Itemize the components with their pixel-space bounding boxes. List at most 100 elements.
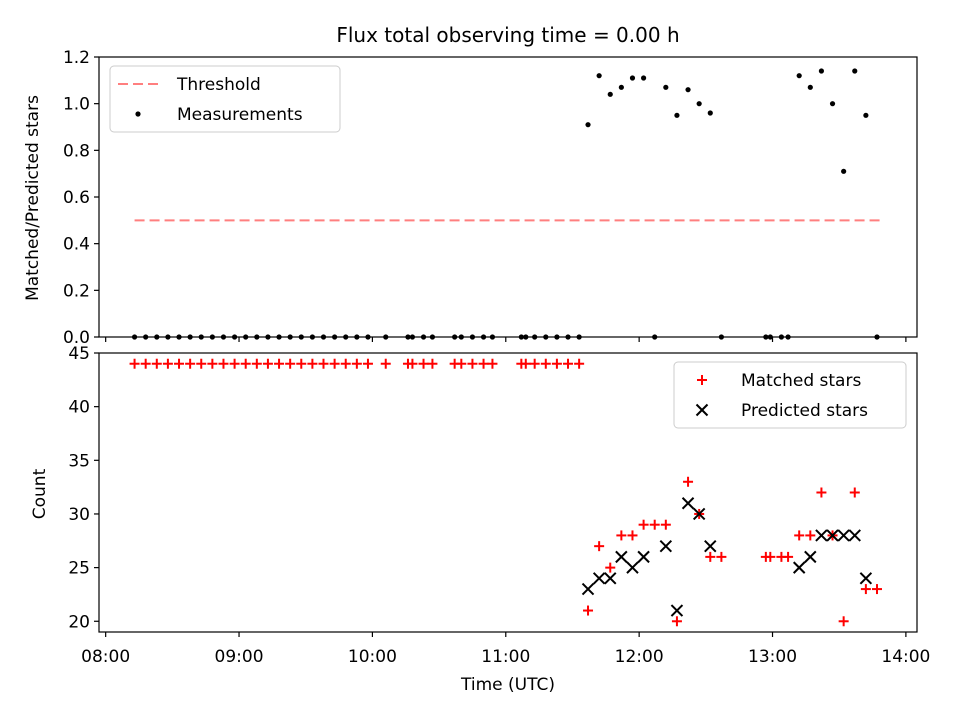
measurement-point xyxy=(532,334,538,340)
matched-star-point xyxy=(218,358,229,369)
bottom-y-tick-label: 20 xyxy=(68,612,90,632)
bottom-series-predicted-stars xyxy=(581,497,873,617)
top-series-measurements xyxy=(131,68,880,340)
predicted-star-point xyxy=(804,550,817,564)
measurement-point xyxy=(685,87,691,93)
measurement-point xyxy=(863,112,869,118)
measurement-point xyxy=(298,334,304,340)
legend-box xyxy=(673,361,907,429)
matched-star-point xyxy=(583,605,594,616)
matched-star-point xyxy=(362,358,373,369)
top-legend: Threshold Measurements xyxy=(109,65,341,133)
bottom-x-tick-label: 08:00 xyxy=(81,647,130,667)
matched-star-point xyxy=(794,530,805,541)
bottom-y-tick-label: 30 xyxy=(68,505,90,525)
measurement-point xyxy=(652,334,658,340)
measurement-point xyxy=(187,334,193,340)
legend-matched-marker xyxy=(697,375,707,385)
bottom-x-axis-label: Time (UTC) xyxy=(460,675,555,695)
bottom-x-tick-label: 14:00 xyxy=(881,647,930,667)
predicted-star-point xyxy=(615,550,628,564)
matched-star-point xyxy=(229,358,240,369)
predicted-star-point xyxy=(837,529,850,542)
top-chart-title: Flux total observing time = 0.00 h xyxy=(336,23,679,47)
measurement-point xyxy=(518,334,524,340)
matched-star-point xyxy=(540,358,551,369)
measurement-point xyxy=(841,168,847,174)
legend-label: Threshold xyxy=(176,75,261,95)
measurement-point xyxy=(420,334,427,340)
measurement-point xyxy=(576,334,582,340)
matched-star-point xyxy=(251,358,262,369)
legend-label: Predicted stars xyxy=(741,401,868,421)
measurement-point xyxy=(763,334,769,340)
legend-box xyxy=(109,65,341,133)
measurement-point xyxy=(458,334,464,340)
matched-star-point xyxy=(574,358,585,369)
matched-star-point xyxy=(329,358,340,369)
predicted-star-point xyxy=(626,561,639,574)
bottom-legend: Matched stars Predicted stars xyxy=(673,361,907,429)
matched-star-point xyxy=(129,358,140,369)
matched-star-point xyxy=(683,476,694,487)
measurement-point xyxy=(405,334,411,340)
top-panel: 0.0 0.2 0.4 0.6 0.8 1.0 1.2 Threshold Measuremen… xyxy=(63,48,918,348)
measurement-point xyxy=(565,334,571,340)
measurement-point xyxy=(276,334,282,340)
top-y-tick-label: 0.4 xyxy=(63,235,90,255)
measurement-point xyxy=(287,334,293,340)
bottom-x-tick-label: 10:00 xyxy=(348,647,397,667)
measurement-point xyxy=(607,91,613,97)
measurement-point xyxy=(596,73,602,79)
measurement-point xyxy=(354,334,360,340)
matched-star-point xyxy=(262,358,273,369)
matched-star-point xyxy=(162,358,173,369)
measurement-point xyxy=(785,334,791,340)
matched-star-point xyxy=(274,358,285,369)
bottom-series-matched-stars xyxy=(129,358,882,627)
measurement-point xyxy=(320,334,327,340)
measurement-point xyxy=(409,334,416,340)
matched-star-point xyxy=(520,358,531,369)
bottom-x-tick-label: 11:00 xyxy=(481,647,530,667)
measurement-point xyxy=(452,334,458,340)
matched-star-point xyxy=(196,358,207,369)
matched-star-point xyxy=(649,519,660,530)
matched-star-point xyxy=(418,358,429,369)
predicted-star-point xyxy=(848,529,861,542)
bottom-y-tick-label: 45 xyxy=(68,344,90,364)
measurement-point xyxy=(629,75,636,81)
measurement-point xyxy=(874,334,880,340)
predicted-star-point xyxy=(792,561,806,574)
top-y-tick-label: 1.0 xyxy=(63,95,90,115)
legend-label: Matched stars xyxy=(741,371,861,391)
matched-star-point xyxy=(783,551,794,562)
measurement-point xyxy=(796,73,802,79)
predicted-star-point xyxy=(692,507,706,521)
bottom-x-tick-label: 13:00 xyxy=(748,647,797,667)
measurement-point xyxy=(818,68,825,74)
top-y-tick-label: 0.0 xyxy=(63,328,90,348)
measurement-point xyxy=(365,334,371,340)
legend-predicted-marker xyxy=(695,403,709,417)
measurement-point xyxy=(309,334,315,340)
bottom-x-tick-label: 12:00 xyxy=(615,647,664,667)
matched-star-point xyxy=(407,358,418,369)
matched-star-point xyxy=(594,541,605,552)
matched-star-point xyxy=(340,358,351,369)
measurement-point xyxy=(131,334,138,340)
matched-star-point xyxy=(240,358,251,369)
measurement-point xyxy=(165,334,171,340)
top-y-axis-label: Matched/Predicted stars xyxy=(23,95,43,301)
matched-star-point xyxy=(427,358,438,369)
matched-star-point xyxy=(487,358,498,369)
matched-star-point xyxy=(563,358,574,369)
bottom-panel: 20 25 30 35 40 45 08:00 09:00 10:00 11:00 12:00 13:… xyxy=(68,344,930,667)
matched-star-point xyxy=(816,487,827,498)
measurement-point xyxy=(640,75,647,81)
predicted-star-point xyxy=(704,539,717,553)
top-y-tick-label: 1.2 xyxy=(63,48,90,68)
measurement-point xyxy=(265,334,271,340)
predicted-star-point xyxy=(815,529,828,542)
